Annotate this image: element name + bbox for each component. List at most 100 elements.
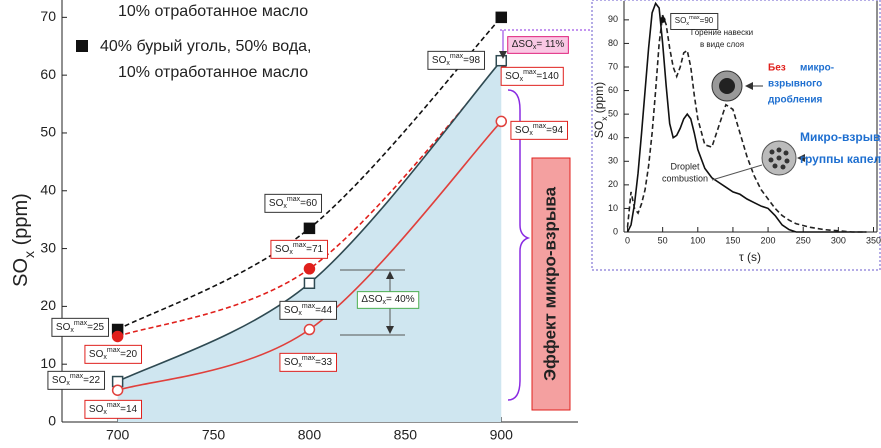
y-tick-label: 20 (40, 297, 56, 313)
note: микро- (800, 63, 834, 74)
y-tick-label: 70 (608, 61, 618, 71)
icon-dot (785, 159, 790, 164)
x-tick-label: 50 (658, 235, 668, 245)
text-part: (ppm) (592, 82, 606, 117)
point (304, 278, 314, 288)
text-part: =14 (120, 404, 137, 415)
y-tick-label: 90 (608, 14, 618, 24)
text-part: x (21, 251, 37, 258)
annotation-group: SOxmax=25 (52, 318, 109, 336)
y-tick-label: 30 (40, 239, 56, 255)
text-part: SO (89, 404, 104, 415)
text-part: x (66, 380, 70, 387)
y-tick-label: 10 (608, 203, 618, 213)
legend-text: 40% бурый уголь, 50% вода, (100, 38, 312, 55)
peak-label-group: SOxmax=90 (671, 13, 718, 29)
annotation-group: SOxmax=140 (501, 67, 563, 85)
y-tick-label: 20 (608, 179, 618, 189)
text-part: max (107, 402, 121, 409)
icon-dot (784, 151, 789, 156)
text-part: =71 (306, 244, 323, 255)
y-tick-label: 70 (40, 8, 56, 24)
x-tick-label: 750 (202, 427, 226, 443)
x-tick-label: 900 (490, 427, 514, 443)
text-part: SO (432, 55, 447, 66)
text-part: max (450, 53, 464, 60)
annotation-group: SOxmax=14 (85, 400, 142, 418)
text-part: SO (515, 125, 530, 136)
note: в виде слоя (700, 40, 744, 49)
text-part: x (529, 130, 533, 137)
y-tick-label: 0 (48, 413, 56, 429)
x-tick-label: 150 (725, 235, 740, 245)
text-part: SO (284, 357, 299, 368)
text-part: =22 (83, 375, 100, 386)
text-part: =33 (315, 357, 332, 368)
y-tick-label: 50 (40, 124, 56, 140)
peak-point (660, 17, 666, 23)
text-part: x (520, 76, 524, 83)
text-part: max (293, 242, 307, 249)
icon-dot (769, 158, 774, 163)
x-tick-label: 800 (298, 427, 322, 443)
text-part: max (302, 355, 316, 362)
figure: 010203040506070700750800850900SOx (ppm)1… (0, 0, 881, 448)
y-tick-label: 60 (40, 66, 56, 82)
x-tick-label: 250 (796, 235, 811, 245)
text-part: (ppm) (10, 193, 32, 251)
text-part: x (298, 362, 302, 369)
annotation-group: SOxmax=33 (280, 353, 337, 371)
text-part: =60 (300, 198, 317, 209)
text-part: x (103, 409, 107, 416)
point (304, 325, 314, 335)
y-tick-label: 0 (613, 226, 618, 236)
delta-label: ΔSOx= 11% (512, 39, 565, 52)
text-part: x (289, 249, 293, 256)
delta-label-group: ΔSOx= 11% (508, 37, 569, 54)
annotation-group: SOxmax=60 (265, 194, 322, 212)
text-part: max (287, 196, 301, 203)
icon-dot (781, 165, 786, 170)
text-part: =25 (87, 322, 104, 333)
text-part: ΔSO (512, 39, 533, 50)
text-part: ΔSO (361, 294, 382, 305)
annotation-group: SOxmax=20 (85, 345, 142, 363)
x-tick-label: 350 (866, 235, 881, 245)
x-tick-label: 300 (831, 235, 846, 245)
y-tick-label: 40 (608, 132, 618, 142)
text-part: = 11% (536, 39, 564, 50)
text-part: SO (10, 258, 32, 287)
note: Горение навески (691, 28, 753, 37)
x-tick-label: 0 (625, 235, 630, 245)
text-part: SO (56, 322, 71, 333)
y-tick-label: 30 (608, 156, 618, 166)
y-tick-label: 60 (608, 85, 618, 95)
text-part: max (689, 15, 700, 21)
y-tick-label: 80 (608, 38, 618, 48)
text-part: =20 (120, 349, 137, 360)
note: combustion (662, 173, 708, 183)
text-part: x (446, 60, 450, 67)
text-part: SO (269, 198, 284, 209)
icon-dot (770, 150, 775, 155)
delta-label-group: ΔSOx= 40% (357, 292, 418, 309)
x-tick-label: 100 (690, 235, 705, 245)
text-part: SO (592, 121, 606, 138)
x-tick-label: 200 (761, 235, 776, 245)
icon-drop-core (719, 78, 735, 94)
point (113, 385, 123, 395)
text-part: SO (675, 16, 687, 25)
text-part: x (686, 21, 689, 27)
text-part: max (74, 320, 88, 327)
y-tick-label: 50 (608, 109, 618, 119)
y-tick-label: 40 (40, 181, 56, 197)
note: Микро-взрыв (800, 130, 880, 144)
icon-dot (773, 164, 778, 169)
point (496, 56, 506, 66)
annotation-group: SOxmax=94 (511, 121, 568, 139)
annotation-group: SOxmax=22 (48, 371, 105, 389)
annotation-group: SOxmax=98 (428, 51, 485, 69)
point (496, 12, 506, 22)
text-part: x (283, 203, 287, 210)
annotation-group: SOxmax=44 (280, 301, 337, 319)
